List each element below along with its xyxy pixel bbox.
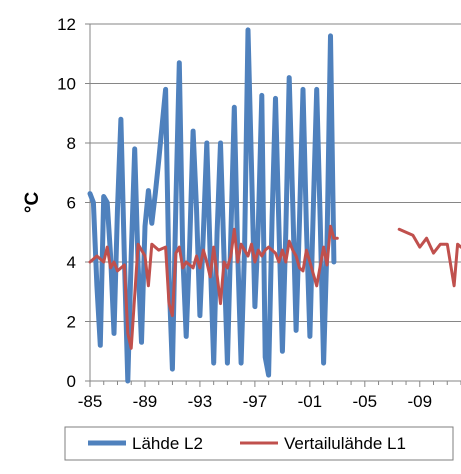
x-tick-label: -85 — [78, 392, 103, 411]
x-tick-label: -97 — [243, 392, 268, 411]
x-tick-label: -01 — [298, 392, 323, 411]
series-line-vertailulahde-l1 — [88, 224, 461, 350]
axes: 0 2 4 6 8 10 12 -85 -89 -93 -97 -01 -05 -09 — [57, 15, 461, 411]
x-tick-label: -93 — [188, 392, 213, 411]
legend-label-lahde-l2: Lähde L2 — [132, 434, 203, 453]
y-tick-label: 8 — [67, 134, 76, 153]
y-tick-label: 12 — [57, 15, 76, 34]
plot-area — [87, 27, 461, 384]
x-tick-label: -05 — [353, 392, 378, 411]
legend: Lähde L2 Vertailulähde L1 — [64, 426, 454, 461]
y-tick-label: 0 — [67, 372, 76, 391]
y-tick-label: 2 — [67, 313, 76, 332]
legend-label-vertailulahde-l1: Vertailulähde L1 — [284, 434, 406, 453]
y-tick-label: 10 — [57, 75, 76, 94]
y-axis-title: °C — [22, 192, 43, 214]
y-tick-label: 6 — [67, 194, 76, 213]
x-tick-label: -09 — [407, 392, 432, 411]
y-tick-label: 4 — [67, 253, 76, 272]
x-tick-label: -89 — [133, 392, 158, 411]
series-line-lahde-l2 — [87, 27, 337, 384]
